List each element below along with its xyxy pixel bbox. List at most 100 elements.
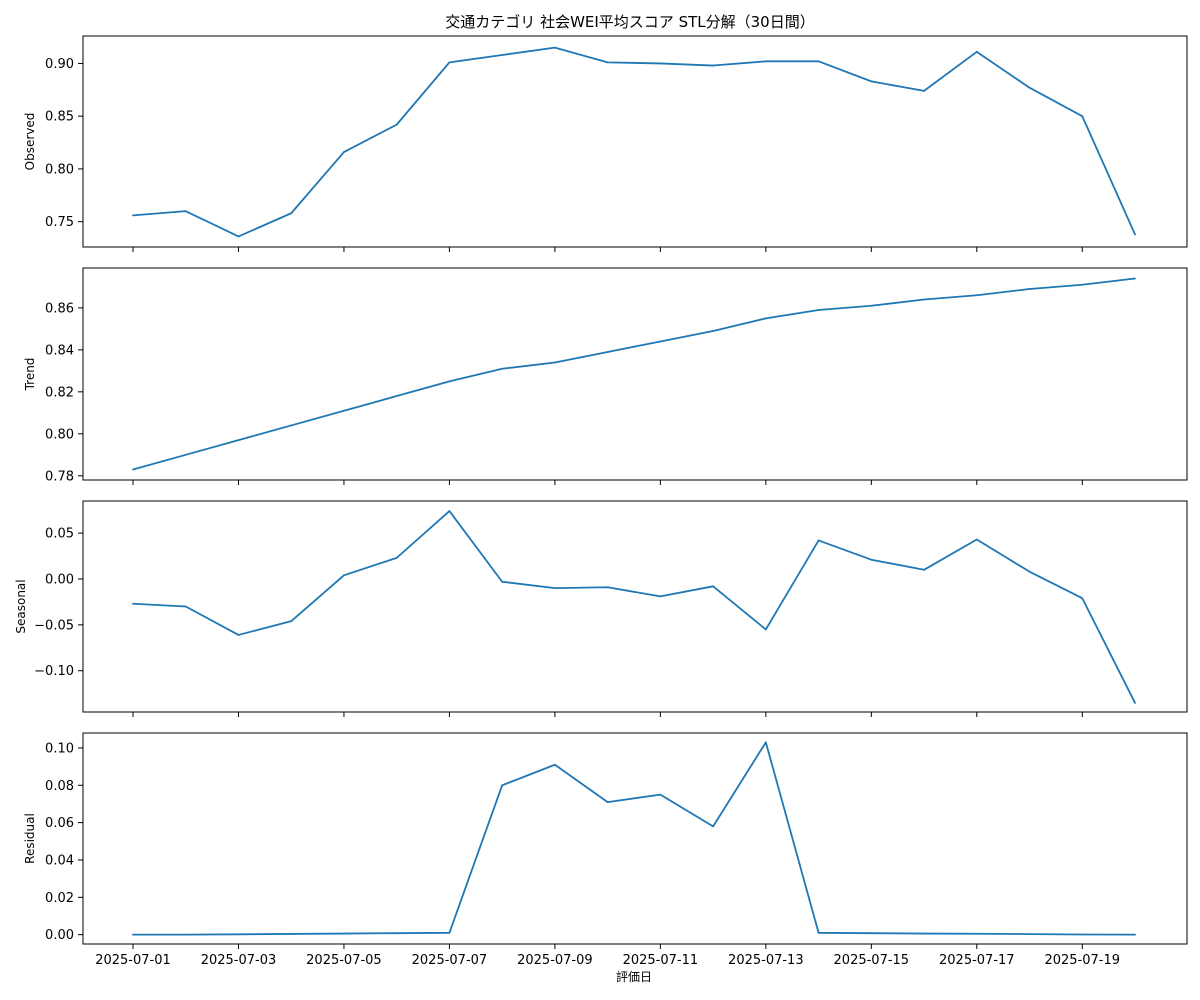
y-tick-label: 0.00	[45, 928, 74, 943]
data-point	[184, 210, 187, 213]
series-line-residual	[133, 741, 1136, 936]
x-tick-label: 2025-07-09	[517, 953, 593, 968]
series-line-trend	[132, 277, 1136, 471]
data-point	[975, 294, 978, 297]
data-point	[395, 932, 398, 935]
series-line-seasonal	[132, 510, 1136, 704]
y-axis-label: Trend	[23, 358, 37, 392]
y-axis-label: Observed	[23, 113, 37, 171]
data-point	[712, 330, 715, 332]
x-tick-label: 2025-07-15	[834, 953, 910, 968]
data-point	[923, 298, 925, 301]
data-point	[923, 932, 925, 935]
data-point	[290, 212, 293, 215]
data-point	[501, 784, 504, 787]
x-tick-label: 2025-07-07	[412, 953, 488, 968]
data-point	[501, 54, 504, 56]
panel-trend: 0.78 0.80 0.82 0.84 0.86 Trend	[23, 267, 1188, 485]
data-point	[1028, 288, 1031, 290]
data-point	[290, 933, 293, 935]
y-tick-label: 0.84	[45, 343, 74, 358]
data-point	[290, 424, 293, 427]
data-point	[817, 539, 820, 542]
data-point	[817, 931, 820, 934]
data-point	[343, 574, 345, 577]
data-point	[184, 933, 187, 936]
data-point	[764, 317, 767, 320]
y-tick-label: 0.78	[45, 469, 74, 484]
data-point	[606, 801, 609, 803]
x-tick-label: 2025-07-13	[728, 953, 804, 968]
data-point	[870, 558, 873, 561]
y-tick-label: 0.06	[45, 816, 74, 831]
data-point	[1134, 933, 1136, 936]
data-point	[817, 60, 820, 63]
data-point	[395, 123, 398, 126]
y-axis-label: Residual	[23, 813, 37, 864]
data-point	[764, 60, 767, 63]
data-point	[1081, 115, 1084, 118]
data-point	[923, 568, 925, 571]
y-tick-label: 0.75	[45, 215, 74, 230]
data-point	[290, 620, 293, 623]
data-point	[975, 932, 978, 935]
data-point	[606, 61, 609, 64]
x-tick-label: 2025-07-05	[306, 953, 382, 968]
data-point	[659, 62, 662, 65]
y-tick-label: 0.00	[45, 572, 74, 587]
data-point	[817, 309, 820, 311]
panel-seasonal: −0.10 −0.05 0.00 0.05 Seasonal	[14, 500, 1188, 717]
data-point	[606, 351, 609, 353]
data-point	[343, 151, 345, 153]
data-point	[132, 602, 134, 605]
data-point	[448, 510, 451, 512]
data-point	[870, 304, 873, 307]
data-point	[448, 380, 451, 383]
x-axis-label: 評価日	[616, 969, 652, 984]
data-point	[553, 361, 556, 364]
data-point	[237, 235, 240, 238]
data-point	[184, 605, 187, 608]
y-tick-label: 0.08	[45, 779, 74, 794]
data-point	[923, 89, 925, 92]
data-point	[975, 538, 978, 541]
data-point	[1134, 701, 1136, 704]
data-point	[184, 453, 187, 456]
data-point	[501, 367, 504, 370]
data-point	[870, 932, 873, 935]
data-point	[448, 931, 451, 934]
data-point	[553, 587, 556, 590]
data-point	[1081, 933, 1084, 936]
x-tick-label: 2025-07-01	[95, 953, 171, 968]
data-point	[712, 64, 715, 67]
y-tick-label: 0.05	[45, 527, 74, 542]
series-line-observed	[132, 46, 1136, 238]
data-point	[553, 46, 556, 49]
data-point	[395, 395, 398, 397]
x-tick-label: 2025-07-19	[1044, 953, 1120, 968]
y-tick-label: −0.05	[34, 618, 74, 633]
y-tick-label: −0.10	[34, 664, 74, 679]
axes-frame	[82, 267, 1188, 481]
data-point	[132, 468, 134, 471]
data-point	[1028, 933, 1031, 936]
data-point	[1134, 277, 1136, 280]
data-point	[606, 586, 609, 589]
data-point	[395, 556, 398, 559]
data-point	[553, 763, 556, 766]
data-point	[659, 595, 662, 598]
x-tick-label: 2025-07-03	[201, 953, 277, 968]
data-point	[1028, 86, 1031, 89]
data-point	[448, 61, 451, 64]
data-point	[764, 628, 767, 631]
y-tick-label: 0.90	[45, 57, 74, 72]
chart-title: 交通カテゴリ 社会WEI平均スコア STL分解（30日間）	[445, 13, 814, 31]
data-point	[1134, 233, 1136, 236]
data-point	[712, 825, 715, 828]
data-point	[870, 80, 873, 83]
data-point	[712, 585, 715, 588]
y-tick-label: 0.86	[45, 301, 74, 316]
x-tick-label: 2025-07-11	[623, 953, 699, 968]
axes-frame	[82, 35, 1188, 248]
